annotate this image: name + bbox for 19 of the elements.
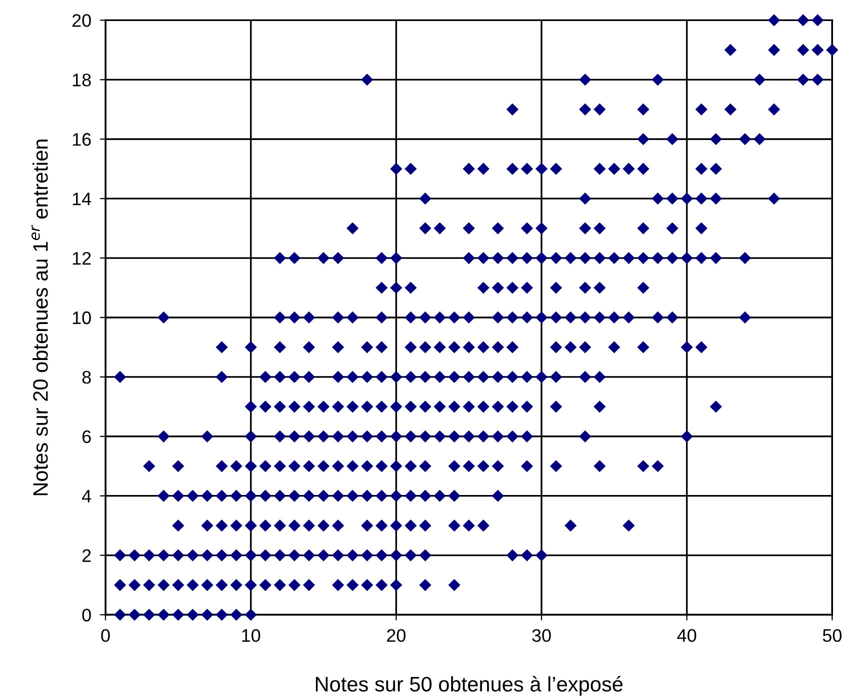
y-tick-label: 18 <box>72 74 91 86</box>
x-axis-title: Notes sur 50 obtenues à l’exposé <box>316 676 623 696</box>
y-tick-label: 0 <box>82 608 91 622</box>
y-tick-label: 16 <box>72 133 91 146</box>
x-tick-label: 0 <box>101 629 110 642</box>
y-tick-label: 14 <box>72 192 92 206</box>
y-tick-label: 10 <box>72 311 91 324</box>
x-tick-label: 50 <box>822 629 842 642</box>
x-tick-label: 10 <box>242 629 260 642</box>
y-tick-label: 20 <box>72 14 91 27</box>
y-tick-label: 8 <box>82 370 91 384</box>
x-tick-label: 20 <box>387 629 406 642</box>
y-tick-label: 6 <box>82 430 91 444</box>
x-tick-label: 30 <box>532 629 551 642</box>
y-tick-label: 4 <box>82 490 92 502</box>
y-tick-label: 12 <box>72 252 91 265</box>
x-tick-label: 40 <box>677 629 696 642</box>
y-tick-label: 2 <box>82 549 91 562</box>
y-axis-title: Notes sur 20 obtenues au 1$^{er}$ entretien <box>32 140 48 496</box>
